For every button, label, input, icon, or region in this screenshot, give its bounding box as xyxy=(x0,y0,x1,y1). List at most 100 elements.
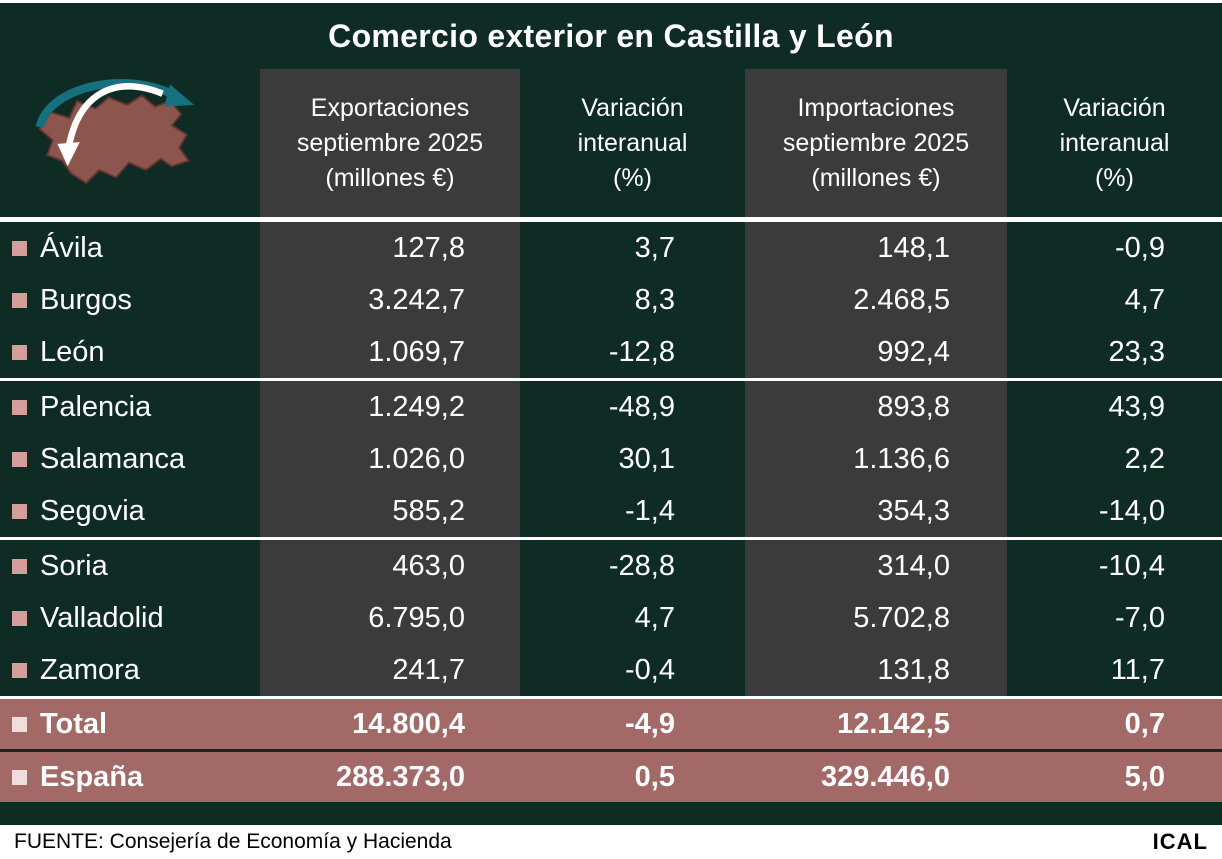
bullet-icon xyxy=(12,399,27,415)
variacion-exp-value: 8,3 xyxy=(634,283,675,316)
export-arrowhead-icon xyxy=(57,142,80,167)
importaciones-value: 354,3 xyxy=(745,485,1007,537)
col-header-variacion-exp: Variación interanual (%) xyxy=(577,93,688,192)
variacion-imp-value: 11,7 xyxy=(1110,653,1165,686)
spacer xyxy=(0,802,1222,825)
exportaciones-value: 1.249,2 xyxy=(260,381,520,433)
bullet-icon xyxy=(12,503,27,519)
footer-bar: FUENTE: Consejería de Economía y Haciend… xyxy=(0,825,1222,859)
castilla-leon-map-icon xyxy=(35,79,195,185)
variacion-imp-value: 4,7 xyxy=(1124,283,1165,316)
region-label: Ávila xyxy=(40,231,103,264)
col-header-variacion-imp: Variación interanual (%) xyxy=(1059,93,1170,192)
table-row: Zamora 241,7 -0,4 131,8 11,7 xyxy=(0,644,1222,696)
variacion-imp-value: -7,0 xyxy=(1115,601,1165,634)
exportaciones-value: 6.795,0 xyxy=(260,592,520,644)
importaciones-value: 329.446,0 xyxy=(820,760,950,793)
region-cell: Palencia xyxy=(0,381,260,433)
region-cell: Ávila xyxy=(0,222,260,274)
variacion-exp-value: 0,5 xyxy=(634,760,675,793)
importaciones-value: 131,8 xyxy=(745,644,1007,696)
region-cell: Valladolid xyxy=(0,592,260,644)
region-cell: Total xyxy=(0,699,260,749)
bullet-icon xyxy=(12,558,27,574)
variacion-exp-value: -28,8 xyxy=(608,549,675,582)
table-row: Palencia 1.249,2 -48,9 893,8 43,9 xyxy=(0,381,1222,433)
exportaciones-value: 241,7 xyxy=(260,644,520,696)
bullet-icon xyxy=(12,769,27,785)
table-row: Salamanca 1.026,0 30,1 1.136,6 2,2 xyxy=(0,433,1222,485)
variacion-exp-value: -0,4 xyxy=(625,653,675,686)
page-title: Comercio exterior en Castilla y León xyxy=(328,17,894,54)
importaciones-value: 148,1 xyxy=(745,222,1007,274)
col-header-exportaciones: Exportaciones septiembre 2025 (millones … xyxy=(260,69,520,217)
divider xyxy=(0,696,1222,699)
export-arrow-icon xyxy=(65,83,164,149)
table-row: Burgos 3.242,7 8,3 2.468,5 4,7 xyxy=(0,274,1222,326)
exportaciones-value: 585,2 xyxy=(260,485,520,537)
exportaciones-value: 127,8 xyxy=(260,222,520,274)
region-cell: Soria xyxy=(0,540,260,592)
region-label: Total xyxy=(40,707,108,740)
region-cell: Salamanca xyxy=(0,433,260,485)
table-row: Soria 463,0 -28,8 314,0 -10,4 xyxy=(0,540,1222,592)
exportaciones-value: 14.800,4 xyxy=(352,707,465,740)
espana-row: España 288.373,0 0,5 329.446,0 5,0 xyxy=(0,752,1222,802)
bullet-icon xyxy=(12,292,27,308)
region-label: España xyxy=(40,760,144,793)
variacion-exp-value: 4,7 xyxy=(634,601,675,634)
region-label: Burgos xyxy=(40,283,132,316)
bullet-icon xyxy=(12,344,27,360)
variacion-exp-value: -48,9 xyxy=(608,390,675,423)
bullet-icon xyxy=(12,662,27,678)
region-label: Valladolid xyxy=(40,601,164,634)
region-cell: Zamora xyxy=(0,644,260,696)
table-row: Segovia 585,2 -1,4 354,3 -14,0 xyxy=(0,485,1222,537)
variacion-imp-value: -0,9 xyxy=(1115,231,1165,264)
region-cell: Burgos xyxy=(0,274,260,326)
region-cell: Segovia xyxy=(0,485,260,537)
region-cell: León xyxy=(0,326,260,378)
import-arrowhead-icon xyxy=(164,84,195,107)
importaciones-value: 893,8 xyxy=(745,381,1007,433)
total-row: Total 14.800,4 -4,9 12.142,5 0,7 xyxy=(0,699,1222,749)
importaciones-value: 5.702,8 xyxy=(745,592,1007,644)
col-header-importaciones: Importaciones septiembre 2025 (millones … xyxy=(745,69,1007,217)
region-cell: España xyxy=(0,752,260,802)
importaciones-value: 1.136,6 xyxy=(745,433,1007,485)
variacion-exp-value: -1,4 xyxy=(625,494,675,527)
exportaciones-value: 463,0 xyxy=(260,540,520,592)
variacion-exp-value: 3,7 xyxy=(634,231,675,264)
table-header-row: Exportaciones septiembre 2025 (millones … xyxy=(0,69,1222,217)
bullet-icon xyxy=(12,610,27,626)
variacion-imp-value: 23,3 xyxy=(1108,335,1165,368)
exportaciones-value: 3.242,7 xyxy=(260,274,520,326)
bullet-icon xyxy=(12,716,27,732)
importaciones-value: 12.142,5 xyxy=(837,707,950,740)
variacion-imp-value: 0,7 xyxy=(1124,707,1165,740)
variacion-exp-value: -4,9 xyxy=(625,707,675,740)
variacion-imp-value: -14,0 xyxy=(1098,494,1165,527)
table-row: León 1.069,7 -12,8 992,4 23,3 xyxy=(0,326,1222,378)
region-label: Palencia xyxy=(40,390,152,423)
exportaciones-value: 1.026,0 xyxy=(260,433,520,485)
region-map-cell xyxy=(0,69,260,217)
importaciones-value: 314,0 xyxy=(745,540,1007,592)
region-label: Segovia xyxy=(40,494,145,527)
agency-logo: ICAL xyxy=(1152,829,1208,854)
divider xyxy=(0,217,1222,222)
bullet-icon xyxy=(12,451,27,467)
region-label: Soria xyxy=(40,549,108,582)
region-label: León xyxy=(40,335,105,368)
exportaciones-value: 1.069,7 xyxy=(260,326,520,378)
variacion-imp-value: 5,0 xyxy=(1124,760,1165,793)
divider xyxy=(0,537,1222,540)
divider xyxy=(0,378,1222,381)
variacion-imp-value: -10,4 xyxy=(1098,549,1165,582)
importaciones-value: 2.468,5 xyxy=(745,274,1007,326)
variacion-imp-value: 2,2 xyxy=(1124,442,1165,475)
variacion-exp-value: -12,8 xyxy=(608,335,675,368)
map-shape xyxy=(38,94,191,185)
region-label: Salamanca xyxy=(40,442,186,475)
